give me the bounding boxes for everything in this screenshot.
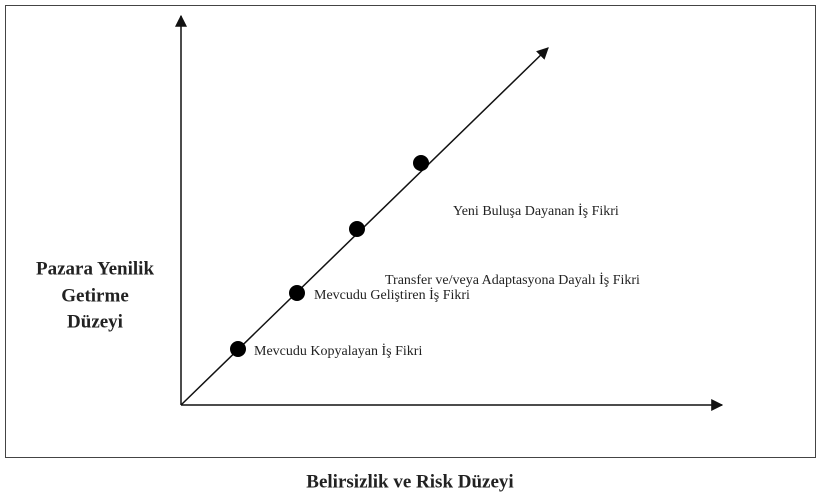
y-axis-label: Getirme [61, 285, 129, 306]
point-label: Mevcudu Kopyalayan İş Fikri [254, 343, 422, 359]
point-label: Transfer ve/veya Adaptasyona Dayalı İş F… [385, 272, 640, 288]
point-dot [349, 221, 365, 237]
y-axis-label: Pazara Yenilik [36, 258, 154, 279]
frame [5, 5, 816, 458]
point-dot [413, 155, 429, 171]
point-label: Mevcudu Geliştiren İş Fikri [314, 287, 470, 303]
point-dot [230, 341, 246, 357]
x-axis-label: Belirsizlik ve Risk Düzeyi [306, 471, 513, 492]
y-axis-label: Düzeyi [67, 311, 123, 332]
point-label: Yeni Buluşa Dayanan İş Fikri [453, 203, 619, 219]
point-dot [289, 285, 305, 301]
